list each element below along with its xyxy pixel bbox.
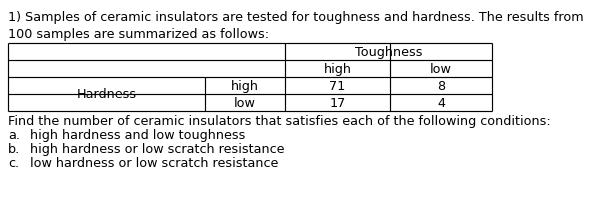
Text: b.: b. bbox=[8, 142, 20, 155]
Text: high hardness and low toughness: high hardness and low toughness bbox=[30, 128, 245, 141]
Text: Find the number of ceramic insulators that satisfies each of the following condi: Find the number of ceramic insulators th… bbox=[8, 115, 551, 127]
Text: Toughness: Toughness bbox=[355, 46, 422, 59]
Text: high: high bbox=[231, 80, 259, 92]
Text: 8: 8 bbox=[437, 80, 445, 92]
Text: high: high bbox=[323, 63, 352, 76]
Text: a.: a. bbox=[8, 128, 20, 141]
Text: 100 samples are summarized as follows:: 100 samples are summarized as follows: bbox=[8, 28, 269, 41]
Text: 1) Samples of ceramic insulators are tested for toughness and hardness. The resu: 1) Samples of ceramic insulators are tes… bbox=[8, 11, 584, 24]
Text: 4: 4 bbox=[437, 97, 445, 109]
Text: low: low bbox=[430, 63, 452, 76]
Text: Hardness: Hardness bbox=[76, 88, 137, 101]
Text: 17: 17 bbox=[329, 97, 346, 109]
Text: low hardness or low scratch resistance: low hardness or low scratch resistance bbox=[30, 156, 278, 169]
Text: 71: 71 bbox=[329, 80, 346, 92]
Text: c.: c. bbox=[8, 156, 19, 169]
Text: high hardness or low scratch resistance: high hardness or low scratch resistance bbox=[30, 142, 284, 155]
Text: low: low bbox=[234, 97, 256, 109]
